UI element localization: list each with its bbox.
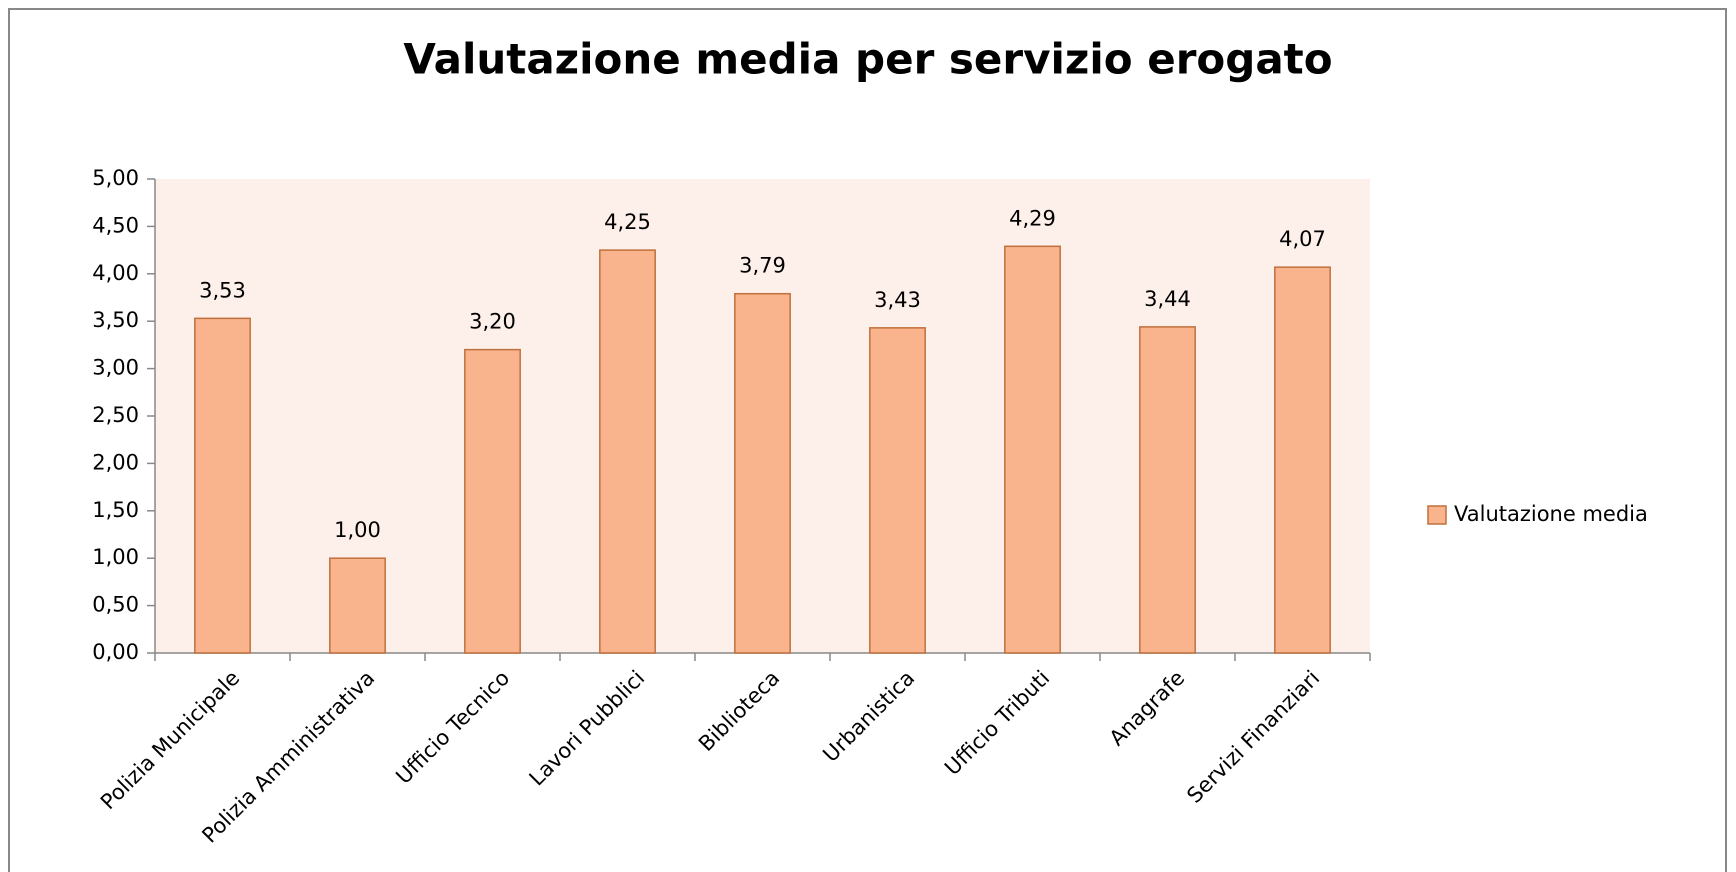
data-label: 3,20: [469, 310, 516, 334]
data-label: 3,79: [739, 254, 786, 278]
data-label: 4,07: [1279, 227, 1326, 251]
y-tick-label: 2,00: [92, 450, 139, 474]
y-tick-label: 0,50: [92, 593, 139, 617]
bar: [1274, 266, 1331, 654]
chart-title: Valutazione media per servizio erogato: [403, 35, 1332, 84]
data-label: 3,53: [199, 278, 246, 302]
legend-label: Valutazione media: [1454, 502, 1648, 526]
data-label: 3,43: [874, 288, 921, 312]
legend-swatch: [1427, 505, 1447, 525]
bar: [1004, 245, 1061, 654]
bar: [194, 317, 251, 654]
bar: [869, 327, 926, 654]
y-tick-label: 4,50: [92, 213, 139, 237]
bar: [599, 249, 656, 654]
data-label: 4,25: [604, 210, 651, 234]
y-tick-label: 0,00: [92, 640, 139, 664]
y-tick-label: 1,00: [92, 545, 139, 569]
bar: [1139, 326, 1196, 654]
data-label: 1,00: [334, 518, 381, 542]
bar: [329, 557, 386, 654]
y-tick-label: 1,50: [92, 498, 139, 522]
y-tick-label: 4,00: [92, 261, 139, 285]
bar: [734, 292, 791, 654]
y-tick-label: 5,00: [92, 166, 139, 190]
y-tick-label: 2,50: [92, 403, 139, 427]
data-label: 4,29: [1009, 206, 1056, 230]
bar: [464, 348, 521, 654]
y-tick-label: 3,50: [92, 308, 139, 332]
y-tick-label: 3,00: [92, 356, 139, 380]
data-label: 3,44: [1144, 287, 1191, 311]
